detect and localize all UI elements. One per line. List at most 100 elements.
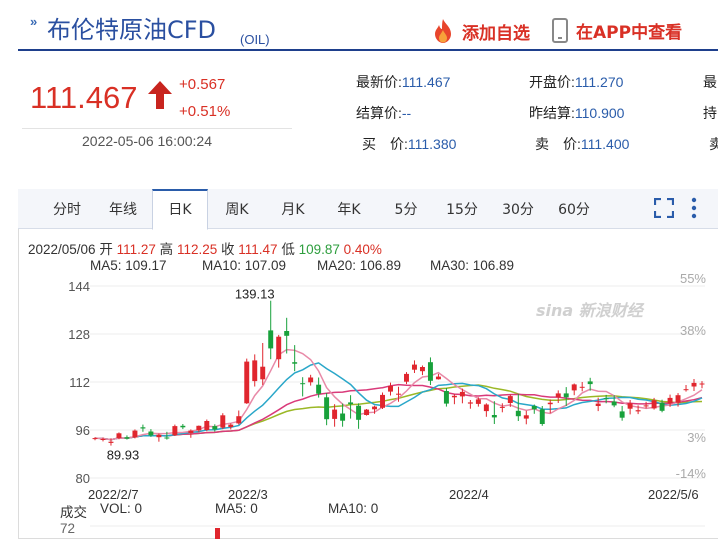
timestamp-divider	[22, 128, 292, 129]
ma10-label: MA10: 107.09	[202, 258, 287, 273]
tab-intraday[interactable]: 分时	[53, 202, 81, 218]
candle-body	[172, 426, 178, 436]
candle-body	[483, 404, 489, 412]
view-in-app-label: 在APP中查看	[576, 23, 683, 43]
ma5-label: MA5: 109.17	[90, 258, 167, 273]
right-tick-label: -14%	[676, 466, 707, 481]
x-tick-label: 2022/2/7	[88, 487, 139, 502]
candle-body	[380, 394, 386, 408]
candle-body	[603, 398, 609, 400]
price-change-pct: +0.51%	[179, 103, 231, 120]
candle-body	[659, 402, 665, 411]
candle-body	[627, 403, 633, 409]
tab-60min[interactable]: 60分	[558, 202, 590, 218]
candle-body	[92, 438, 98, 440]
candle-body	[388, 385, 393, 392]
candle-body	[427, 362, 433, 381]
candle-body	[475, 399, 481, 404]
add-watchlist-label: 添加自选	[462, 23, 530, 44]
candle-body	[643, 405, 649, 407]
tab-daily-k[interactable]: 日K	[152, 189, 208, 230]
double-chevron-right-icon: »	[30, 14, 37, 29]
candle-body	[667, 397, 673, 404]
candle-body	[300, 383, 306, 385]
candle-body	[459, 391, 465, 397]
candle-body	[635, 410, 641, 412]
candle-body	[435, 376, 441, 380]
candle-body	[515, 410, 521, 417]
volume-ma10: MA10: 0	[328, 501, 379, 516]
candle-body	[332, 409, 338, 419]
flame-icon	[435, 19, 451, 43]
view-in-app-button[interactable]: 在APP中查看	[552, 18, 682, 43]
x-tick-label: 2022/4	[449, 487, 489, 502]
candle-body	[396, 393, 401, 395]
candle-body	[116, 433, 122, 439]
tab-5day[interactable]: 年线	[109, 202, 137, 218]
candle-body	[356, 405, 362, 420]
volume-title: 成交	[60, 505, 87, 520]
candle-body	[611, 401, 617, 406]
chart-panel	[18, 189, 718, 539]
x-tick-label: 2022/5/6	[648, 487, 699, 502]
candle-body	[164, 437, 170, 439]
fullscreen-icon[interactable]	[654, 198, 674, 218]
tab-monthly-k[interactable]: 月K	[281, 202, 305, 218]
candle-body	[148, 431, 154, 436]
candle-body	[140, 427, 146, 429]
tab-15min[interactable]: 15分	[446, 202, 478, 218]
candle-body	[236, 416, 242, 424]
candle-body	[372, 406, 378, 410]
last-price: 111.467	[30, 80, 138, 115]
candle-body	[108, 441, 114, 443]
candle-body	[268, 330, 274, 349]
quote-field-ask: 卖 价:111.400	[535, 136, 630, 152]
candle-body	[619, 411, 625, 418]
ma20-label: MA20: 106.89	[317, 258, 402, 273]
ohlc-summary: 2022/05/06 开 111.27 高 112.25 收 111.47 低 …	[28, 242, 382, 257]
header-divider	[18, 49, 718, 51]
tab-5min[interactable]: 5分	[394, 202, 418, 218]
quote-field-ask-vol: 卖	[709, 136, 718, 152]
sina-watermark: sina 新浪财经	[536, 301, 645, 320]
quote-field-high: 最	[703, 74, 717, 90]
candle-body	[324, 397, 330, 420]
candle-body	[579, 386, 585, 388]
candle-body	[499, 406, 505, 408]
add-watchlist-button[interactable]: 添加自选	[430, 18, 530, 44]
tab-yearly-k[interactable]: 年K	[337, 202, 361, 218]
y-tick-label: 112	[69, 375, 90, 390]
period-tabs: 分时 年线 日K 周K 月K 年K 5分 15分 30分 60分	[18, 189, 718, 230]
candle-body	[404, 373, 409, 382]
candle-body	[411, 364, 417, 370]
quote-field-settle: 结算价:--	[356, 105, 412, 121]
tab-30min[interactable]: 30分	[502, 202, 534, 218]
quote-field-prev-settle: 昨结算:110.900	[529, 105, 625, 121]
quote-field-latest: 最新价:111.467	[356, 74, 451, 90]
candle-body	[308, 377, 314, 383]
candle-body	[348, 402, 354, 405]
candle-body	[683, 389, 689, 391]
candle-body	[523, 415, 529, 419]
volume-bar	[215, 528, 220, 539]
candle-body	[419, 367, 425, 372]
candle-body	[196, 425, 202, 431]
ma30-label: MA30: 106.89	[430, 258, 515, 273]
candle-body	[651, 400, 657, 409]
y-tick-label: 96	[76, 423, 90, 438]
candlestick-chart[interactable]: 144 128 112 96 80 55% 38% 3% -14% 2022/2/7 2022/3 2…	[0, 270, 718, 539]
high-annotation: 139.13	[235, 287, 275, 302]
quote-timestamp: 2022-05-06 16:00:24	[82, 133, 212, 149]
candle-body	[675, 395, 681, 403]
candle-body	[180, 425, 186, 428]
tab-weekly-k[interactable]: 周K	[225, 202, 249, 218]
volume-axis-top: 72	[60, 521, 76, 536]
candle-body	[252, 360, 258, 382]
candle-body	[316, 384, 322, 394]
candle-body	[563, 393, 569, 398]
candle-body	[587, 381, 593, 385]
volume-value: VOL: 0	[100, 501, 143, 516]
candle-body	[100, 439, 106, 440]
candle-body	[276, 336, 282, 360]
more-options-icon[interactable]	[690, 197, 698, 219]
